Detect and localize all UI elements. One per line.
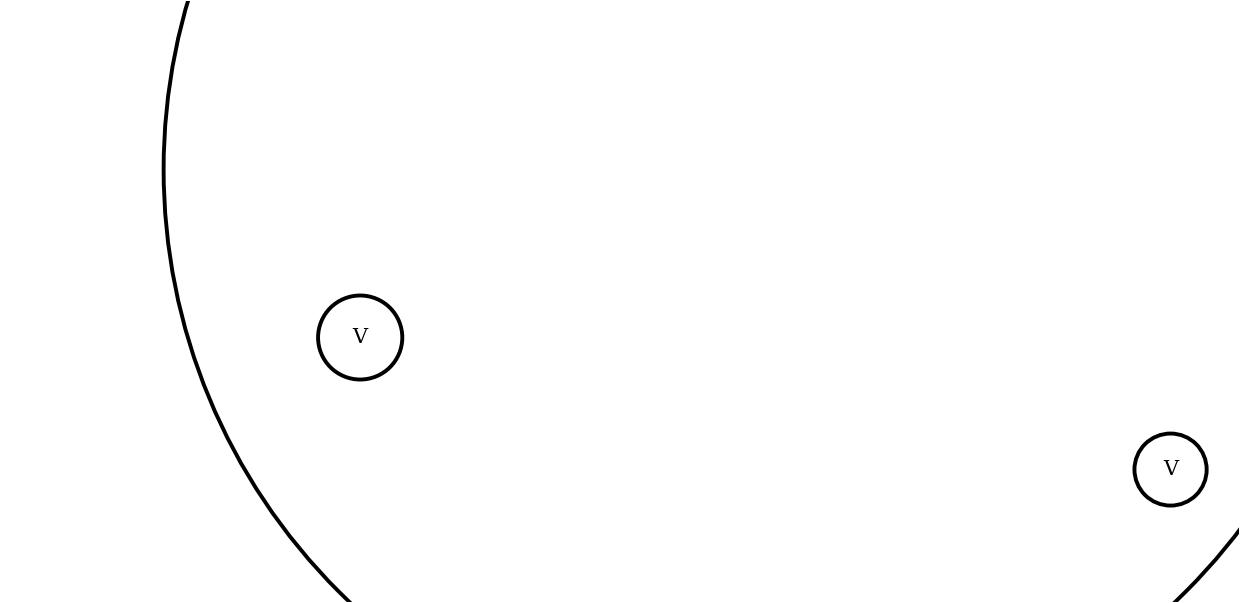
Text: $V_{DUT}$: $V_{DUT}$: [543, 15, 598, 42]
Text: AC: AC: [172, 374, 207, 397]
Text: +: +: [404, 109, 427, 134]
Text: $I_{DUT}$: $I_{DUT}$: [792, 209, 832, 232]
Circle shape: [164, 0, 1240, 603]
Text: OA: OA: [1084, 329, 1121, 352]
Text: R: R: [1075, 17, 1092, 40]
Text: V1: V1: [391, 292, 419, 311]
Polygon shape: [887, 62, 904, 73]
Bar: [1009, 51, 1158, 84]
Circle shape: [0, 0, 959, 603]
Polygon shape: [831, 164, 849, 175]
Text: DUT: DUT: [536, 240, 605, 267]
Text: Vin: Vin: [144, 110, 184, 133]
Circle shape: [319, 295, 402, 379]
Circle shape: [1135, 434, 1207, 505]
Text: Port1: Port1: [331, 118, 389, 137]
Text: V2: V2: [1121, 430, 1149, 449]
Polygon shape: [856, 109, 1034, 373]
Text: Port2: Port2: [734, 118, 791, 137]
Polygon shape: [45, 298, 181, 400]
Text: V: V: [352, 328, 368, 347]
Text: $I_R$: $I_R$: [894, 17, 910, 40]
Text: V: V: [1163, 460, 1178, 479]
Text: −: −: [720, 109, 743, 134]
